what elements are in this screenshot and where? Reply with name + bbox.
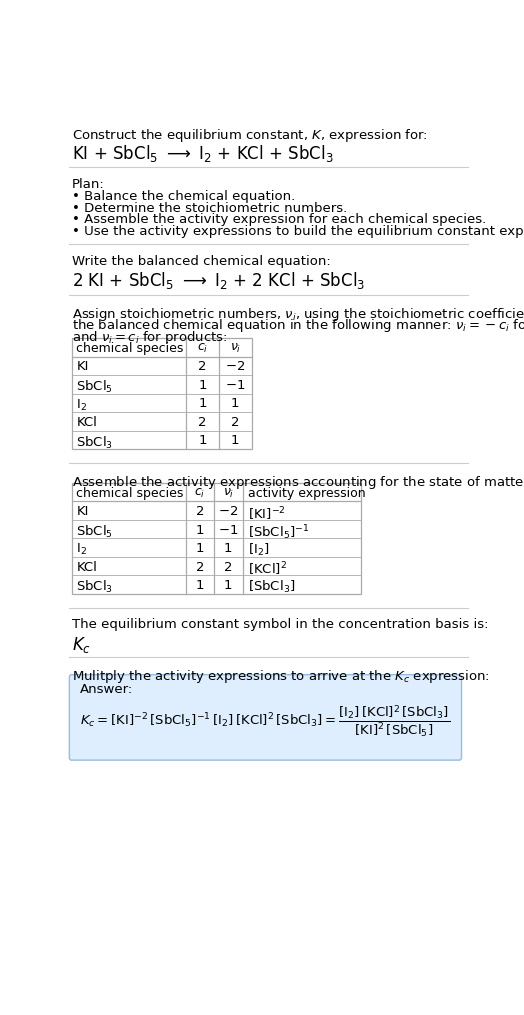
- Text: • Balance the chemical equation.: • Balance the chemical equation.: [72, 191, 295, 203]
- Text: • Determine the stoichiometric numbers.: • Determine the stoichiometric numbers.: [72, 202, 347, 215]
- Text: Mulitply the activity expressions to arrive at the $K_c$ expression:: Mulitply the activity expressions to arr…: [72, 668, 489, 685]
- Text: $c_i$: $c_i$: [197, 342, 209, 355]
- Text: 1: 1: [224, 580, 233, 592]
- Text: $-1$: $-1$: [218, 524, 238, 537]
- Text: 2 KI + SbCl$_5$ $\longrightarrow$ I$_2$ + 2 KCl + SbCl$_3$: 2 KI + SbCl$_5$ $\longrightarrow$ I$_2$ …: [72, 270, 365, 291]
- Text: $-2$: $-2$: [225, 360, 245, 374]
- Text: 2: 2: [195, 505, 204, 519]
- Text: the balanced chemical equation in the following manner: $\nu_i = -c_i$ for react: the balanced chemical equation in the fo…: [72, 318, 524, 334]
- Text: 1: 1: [231, 434, 239, 448]
- Text: 1: 1: [199, 379, 207, 392]
- Text: Construct the equilibrium constant, $K$, expression for:: Construct the equilibrium constant, $K$,…: [72, 127, 428, 144]
- Text: • Assemble the activity expression for each chemical species.: • Assemble the activity expression for e…: [72, 213, 486, 226]
- Text: 1: 1: [195, 542, 204, 555]
- Text: KI: KI: [77, 360, 89, 374]
- Text: $-2$: $-2$: [218, 505, 238, 519]
- Text: SbCl$_3$: SbCl$_3$: [77, 434, 113, 451]
- Text: SbCl$_5$: SbCl$_5$: [77, 524, 113, 540]
- Text: chemical species: chemical species: [77, 487, 184, 499]
- Text: SbCl$_5$: SbCl$_5$: [77, 379, 113, 395]
- Text: 1: 1: [195, 524, 204, 537]
- FancyBboxPatch shape: [69, 675, 462, 760]
- Text: [SbCl$_5$]$^{-1}$: [SbCl$_5$]$^{-1}$: [248, 524, 309, 542]
- Text: KI: KI: [77, 505, 89, 519]
- Text: activity expression: activity expression: [248, 487, 365, 499]
- Text: Write the balanced chemical equation:: Write the balanced chemical equation:: [72, 255, 331, 268]
- Text: 1: 1: [195, 580, 204, 592]
- Text: [I$_2$]: [I$_2$]: [248, 542, 269, 558]
- Text: $K_c$: $K_c$: [72, 635, 91, 656]
- Text: $\nu_i$: $\nu_i$: [230, 342, 241, 355]
- Text: I$_2$: I$_2$: [77, 398, 88, 412]
- Text: The equilibrium constant symbol in the concentration basis is:: The equilibrium constant symbol in the c…: [72, 618, 488, 631]
- Text: Assemble the activity expressions accounting for the state of matter and $\nu_i$: Assemble the activity expressions accoun…: [72, 474, 524, 490]
- Text: 2: 2: [199, 416, 207, 429]
- Text: 2: 2: [231, 416, 239, 429]
- Text: 1: 1: [231, 398, 239, 410]
- Text: chemical species: chemical species: [77, 342, 184, 355]
- Text: 1: 1: [224, 542, 233, 555]
- Text: 2: 2: [199, 360, 207, 374]
- Text: [SbCl$_3$]: [SbCl$_3$]: [248, 580, 295, 595]
- Text: Assign stoichiometric numbers, $\nu_i$, using the stoichiometric coefficients, $: Assign stoichiometric numbers, $\nu_i$, …: [72, 306, 524, 323]
- Bar: [72, 483, 361, 594]
- Text: KI + SbCl$_5$ $\longrightarrow$ I$_2$ + KCl + SbCl$_3$: KI + SbCl$_5$ $\longrightarrow$ I$_2$ + …: [72, 142, 333, 163]
- Text: 1: 1: [199, 398, 207, 410]
- Text: Answer:: Answer:: [80, 683, 133, 696]
- Text: 2: 2: [195, 560, 204, 573]
- Text: Plan:: Plan:: [72, 178, 104, 191]
- Text: and $\nu_i = c_i$ for products:: and $\nu_i = c_i$ for products:: [72, 329, 227, 346]
- Text: $-1$: $-1$: [225, 379, 245, 392]
- Text: [KCl]$^2$: [KCl]$^2$: [248, 560, 287, 579]
- Text: 2: 2: [224, 560, 233, 573]
- Text: 1: 1: [199, 434, 207, 448]
- Text: • Use the activity expressions to build the equilibrium constant expression.: • Use the activity expressions to build …: [72, 225, 524, 238]
- Text: KCl: KCl: [77, 416, 97, 429]
- Text: SbCl$_3$: SbCl$_3$: [77, 580, 113, 595]
- Text: $\nu_i$: $\nu_i$: [223, 487, 234, 499]
- Text: I$_2$: I$_2$: [77, 542, 88, 557]
- Bar: [72, 338, 252, 449]
- Text: [KI]$^{-2}$: [KI]$^{-2}$: [248, 505, 286, 523]
- Text: $c_i$: $c_i$: [194, 487, 205, 499]
- Text: $K_c = [\mathrm{KI}]^{-2}\,[\mathrm{SbCl_5}]^{-1}\,[\mathrm{I_2}]\,[\mathrm{KCl}: $K_c = [\mathrm{KI}]^{-2}\,[\mathrm{SbCl…: [80, 703, 451, 740]
- Text: KCl: KCl: [77, 560, 97, 573]
